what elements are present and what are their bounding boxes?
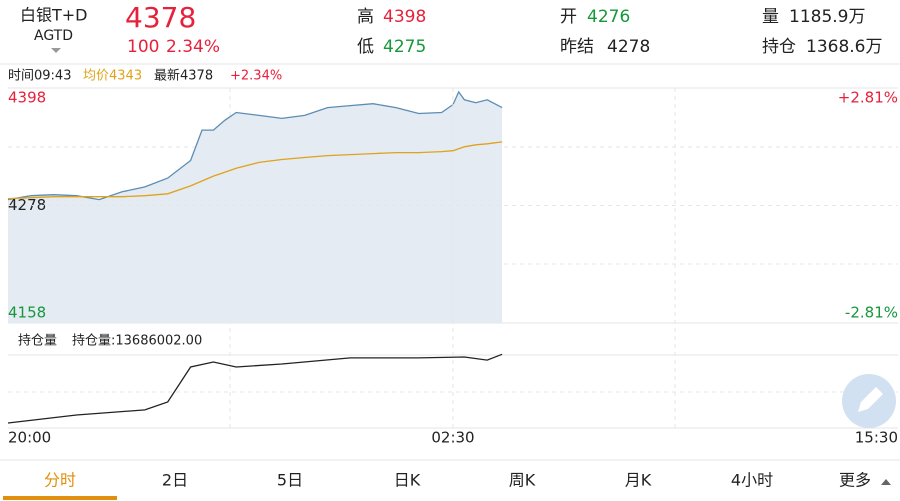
change: 100 bbox=[127, 37, 159, 57]
series-line bbox=[7, 141, 503, 200]
price-area bbox=[8, 91, 503, 324]
stat-value: 4278 bbox=[607, 37, 650, 57]
tab[interactable]: 4小时 bbox=[731, 471, 773, 490]
stat-label: 开 bbox=[560, 7, 577, 27]
tab-indicator bbox=[3, 496, 117, 500]
y-tick-label: 4158 bbox=[8, 304, 46, 322]
oi-title: 持仓量 bbox=[18, 334, 57, 349]
stat-label: 昨结 bbox=[560, 37, 594, 57]
y2-tick-label: +2.81% bbox=[838, 89, 898, 107]
stat-label: 高 bbox=[357, 7, 374, 27]
tab[interactable]: 5日 bbox=[277, 471, 303, 490]
stat-value: 4276 bbox=[587, 7, 630, 27]
y2-tick-label: -2.81% bbox=[845, 304, 898, 322]
stat-value: 1368.6万 bbox=[806, 37, 882, 57]
dropdown-arrow[interactable] bbox=[51, 48, 61, 53]
oi-subtitle: 持仓量:13686002.00 bbox=[72, 334, 202, 349]
stat-label: 低 bbox=[357, 37, 374, 57]
instrument-name: 白银T+D bbox=[20, 6, 88, 25]
info-time: 时间09:43 bbox=[8, 69, 71, 84]
series-line bbox=[7, 90, 503, 201]
info-pct: +2.34% bbox=[230, 69, 282, 84]
x-tick-label: 20:00 bbox=[8, 429, 51, 447]
tab-bar: 分时 2日 5日 日K 周K 月K 4小时 更多 bbox=[3, 471, 891, 500]
change-pct: 2.34% bbox=[166, 37, 220, 57]
stat-value: 4275 bbox=[383, 37, 426, 57]
tab[interactable]: 月K bbox=[625, 471, 652, 490]
tab[interactable]: 分时 bbox=[44, 471, 76, 490]
x-tick-label: 02:30 bbox=[431, 429, 474, 447]
tab[interactable]: 2日 bbox=[162, 471, 188, 490]
stat-value: 4398 bbox=[383, 7, 426, 27]
more-arrow[interactable] bbox=[881, 479, 891, 485]
instrument-code: AGTD bbox=[34, 28, 73, 44]
tab[interactable]: 周K bbox=[509, 471, 536, 490]
info-latest: 最新4378 bbox=[154, 68, 213, 84]
price: 4378 bbox=[125, 1, 196, 34]
tab[interactable]: 更多 bbox=[839, 471, 871, 490]
info-avg: 均价4343 bbox=[83, 69, 142, 84]
edit-button[interactable] bbox=[842, 374, 896, 428]
series-line bbox=[7, 353, 503, 424]
stat-label: 量 bbox=[762, 7, 779, 27]
y-tick-label: 4398 bbox=[8, 89, 46, 107]
stat-value: 1185.9万 bbox=[789, 7, 865, 27]
tab[interactable]: 日K bbox=[394, 471, 421, 490]
x-tick-label: 15:30 bbox=[855, 429, 898, 447]
stat-label: 持仓 bbox=[762, 37, 796, 57]
